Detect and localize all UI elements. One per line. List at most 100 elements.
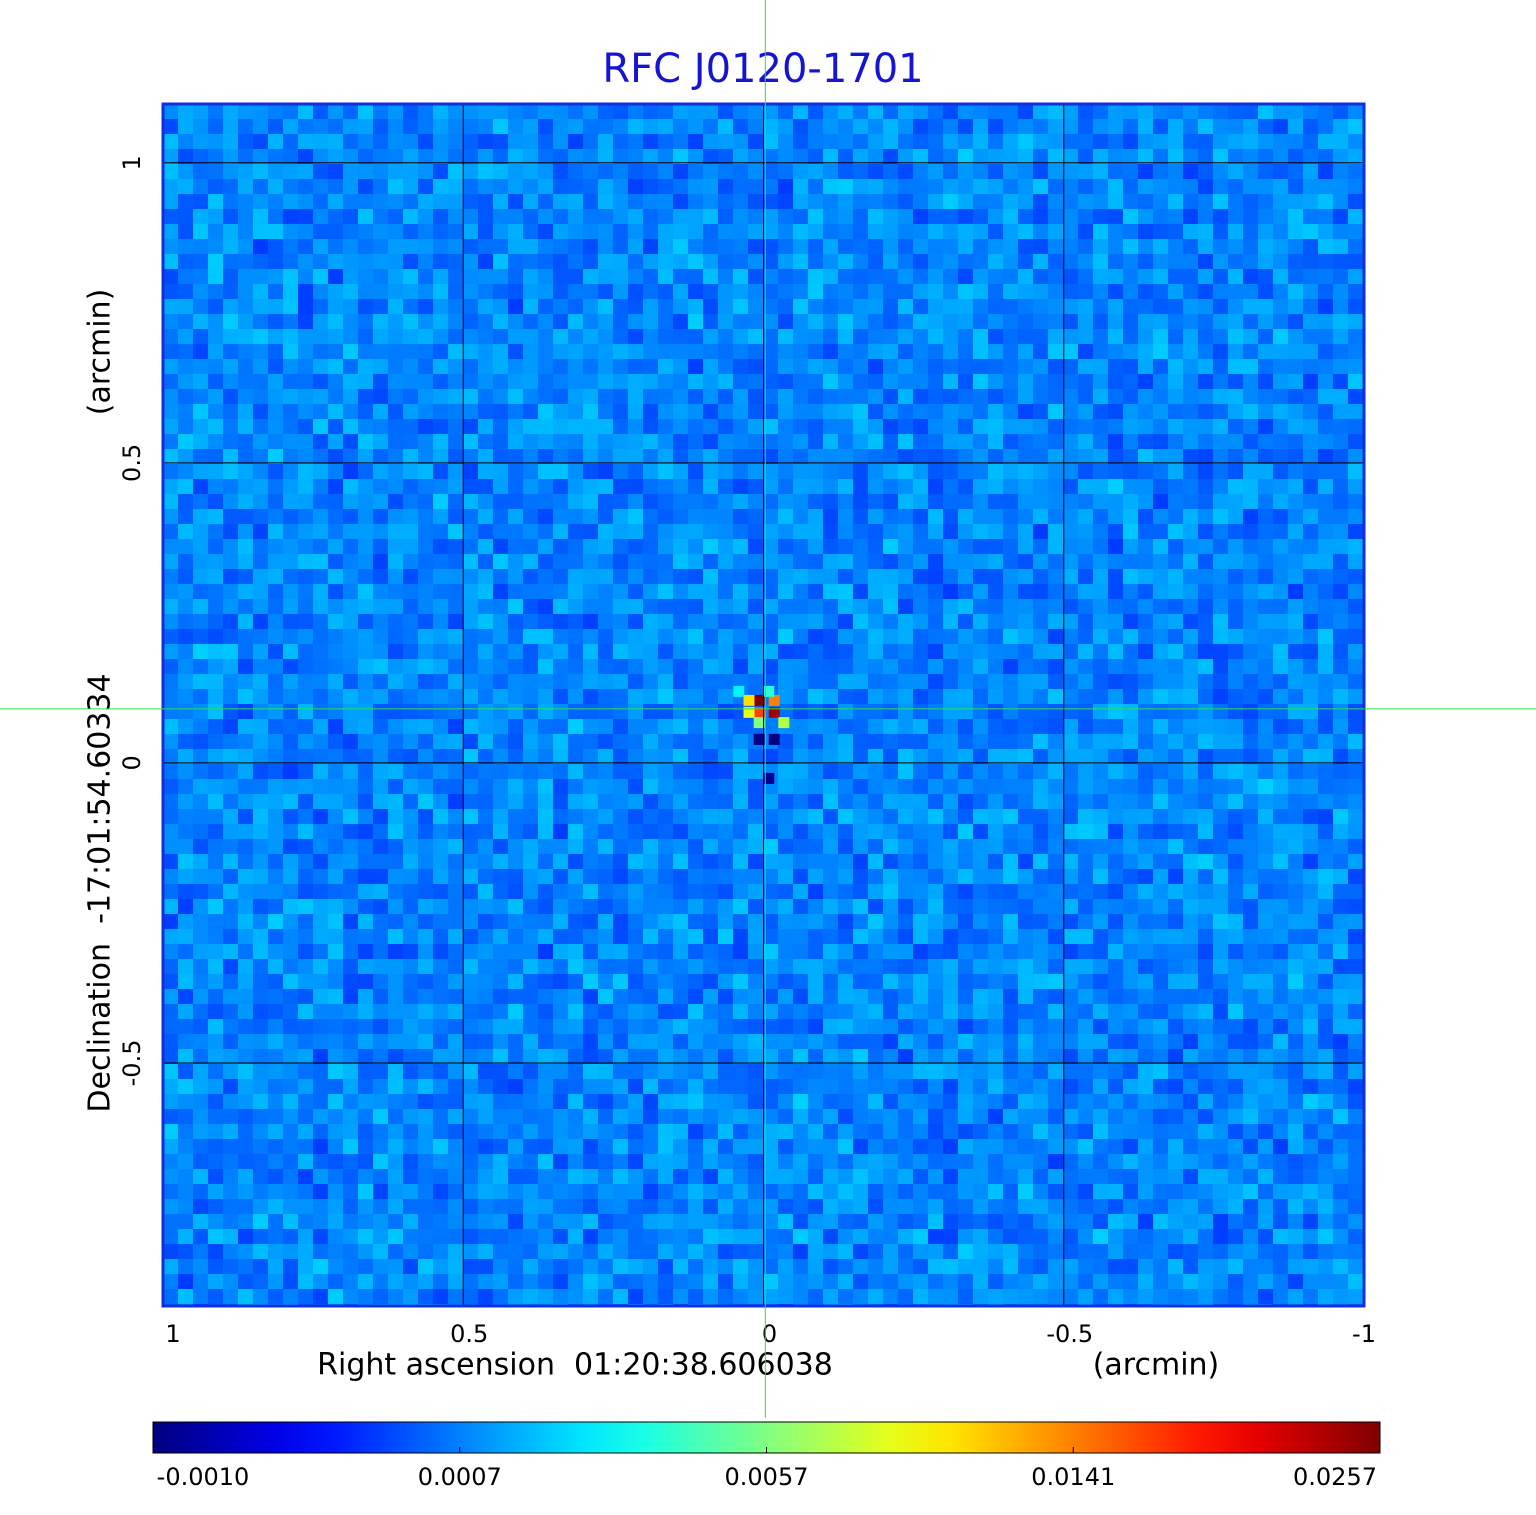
noise-pixel: [1033, 1004, 1048, 1019]
noise-pixel: [868, 959, 883, 974]
noise-pixel: [568, 419, 583, 434]
noise-pixel: [718, 749, 733, 764]
noise-pixel: [1138, 779, 1153, 794]
noise-pixel: [673, 374, 688, 389]
noise-pixel: [943, 404, 958, 419]
noise-pixel: [703, 554, 718, 569]
noise-pixel: [1273, 329, 1288, 344]
noise-pixel: [358, 884, 373, 899]
noise-pixel: [448, 374, 463, 389]
noise-pixel: [163, 599, 178, 614]
noise-pixel: [1318, 299, 1333, 314]
noise-pixel: [748, 269, 763, 284]
noise-pixel: [508, 329, 523, 344]
noise-pixel: [328, 464, 343, 479]
noise-pixel: [373, 359, 388, 374]
noise-pixel: [1243, 134, 1258, 149]
noise-pixel: [1228, 359, 1243, 374]
noise-pixel: [613, 449, 628, 464]
noise-pixel: [358, 869, 373, 884]
noise-pixel: [268, 449, 283, 464]
noise-pixel: [343, 374, 358, 389]
noise-pixel: [403, 359, 418, 374]
noise-pixel: [1003, 224, 1018, 239]
noise-pixel: [328, 509, 343, 524]
noise-pixel: [943, 944, 958, 959]
noise-pixel: [223, 629, 238, 644]
noise-pixel: [733, 179, 748, 194]
noise-pixel: [1138, 239, 1153, 254]
noise-pixel: [1063, 479, 1078, 494]
noise-pixel: [1243, 119, 1258, 134]
noise-pixel: [1243, 284, 1258, 299]
noise-pixel: [1078, 494, 1093, 509]
noise-pixel: [418, 509, 433, 524]
noise-pixel: [568, 404, 583, 419]
noise-pixel: [298, 884, 313, 899]
noise-pixel: [508, 629, 523, 644]
noise-pixel: [418, 299, 433, 314]
noise-pixel: [883, 869, 898, 884]
noise-pixel: [763, 944, 778, 959]
noise-pixel: [868, 974, 883, 989]
noise-pixel: [1303, 914, 1318, 929]
noise-pixel: [238, 104, 253, 119]
noise-pixel: [208, 794, 223, 809]
noise-pixel: [193, 404, 208, 419]
noise-pixel: [1258, 524, 1273, 539]
noise-pixel: [1108, 884, 1123, 899]
noise-pixel: [958, 284, 973, 299]
noise-pixel: [688, 584, 703, 599]
noise-pixel: [868, 884, 883, 899]
noise-pixel: [253, 179, 268, 194]
noise-pixel: [1063, 809, 1078, 824]
noise-pixel: [1123, 809, 1138, 824]
noise-pixel: [1123, 284, 1138, 299]
noise-pixel: [823, 899, 838, 914]
noise-pixel: [538, 719, 553, 734]
noise-pixel: [688, 659, 703, 674]
noise-pixel: [1228, 494, 1243, 509]
noise-pixel: [1168, 914, 1183, 929]
noise-pixel: [1033, 719, 1048, 734]
noise-pixel: [1078, 119, 1093, 134]
noise-pixel: [823, 779, 838, 794]
noise-pixel: [1273, 584, 1288, 599]
noise-pixel: [688, 134, 703, 149]
noise-pixel: [463, 1019, 478, 1034]
noise-pixel: [1018, 779, 1033, 794]
noise-pixel: [523, 314, 538, 329]
noise-pixel: [523, 629, 538, 644]
noise-pixel: [448, 464, 463, 479]
noise-pixel: [403, 779, 418, 794]
noise-pixel: [478, 509, 493, 524]
noise-pixel: [1228, 689, 1243, 704]
noise-pixel: [598, 554, 613, 569]
noise-pixel: [1348, 299, 1363, 314]
noise-pixel: [433, 944, 448, 959]
noise-pixel: [1063, 869, 1078, 884]
noise-pixel: [208, 809, 223, 824]
noise-pixel: [493, 764, 508, 779]
noise-pixel: [628, 374, 643, 389]
noise-pixel: [703, 374, 718, 389]
noise-pixel: [1033, 794, 1048, 809]
noise-pixel: [973, 179, 988, 194]
noise-pixel: [568, 524, 583, 539]
noise-pixel: [1123, 509, 1138, 524]
noise-pixel: [313, 659, 328, 674]
noise-pixel: [508, 824, 523, 839]
noise-pixel: [1108, 239, 1123, 254]
noise-pixel: [523, 854, 538, 869]
noise-pixel: [178, 809, 193, 824]
noise-pixel: [853, 539, 868, 554]
noise-pixel: [493, 164, 508, 179]
noise-pixel: [313, 509, 328, 524]
noise-pixel: [298, 344, 313, 359]
noise-pixel: [703, 719, 718, 734]
noise-pixel: [1303, 434, 1318, 449]
noise-pixel: [358, 914, 373, 929]
noise-pixel: [718, 389, 733, 404]
noise-pixel: [673, 434, 688, 449]
noise-pixel: [373, 404, 388, 419]
